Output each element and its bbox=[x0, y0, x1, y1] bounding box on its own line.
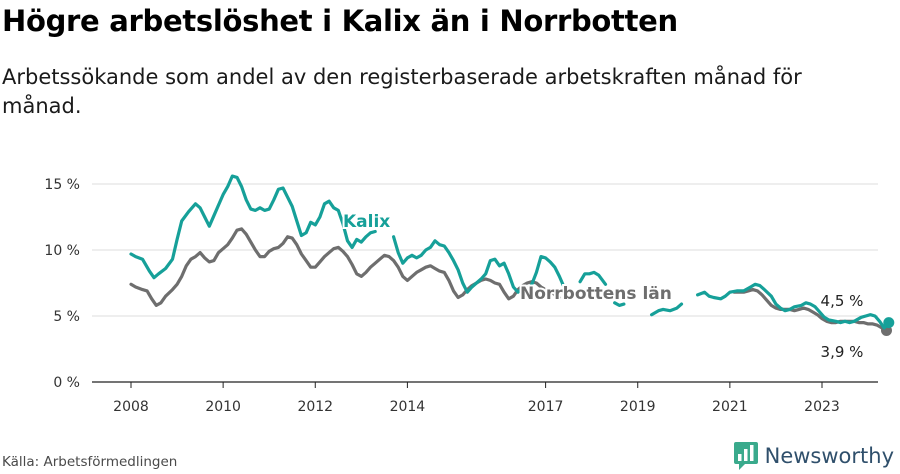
x-tick-label: 2008 bbox=[113, 399, 149, 415]
source-note: Källa: Arbetsförmedlingen bbox=[2, 454, 178, 470]
x-tick-label: 2019 bbox=[620, 399, 656, 415]
x-tick-label: 2017 bbox=[528, 399, 564, 415]
y-tick-label: 5 % bbox=[53, 309, 80, 325]
series-label-kalix: Kalix bbox=[343, 212, 390, 232]
y-tick-label: 10 % bbox=[44, 243, 80, 259]
series-line-norrbotten bbox=[129, 227, 889, 333]
newsworthy-logo-icon bbox=[733, 442, 758, 470]
grid-layer bbox=[92, 183, 878, 317]
x-tick-label: 2014 bbox=[390, 399, 426, 415]
label-layer: Kalix Norrbottens län 4,5 % 3,9 % bbox=[341, 210, 864, 361]
x-tick-label: 2021 bbox=[712, 399, 748, 415]
x-tick-label: 2012 bbox=[297, 399, 333, 415]
end-point-kalix bbox=[883, 317, 895, 329]
series-line-kalix bbox=[129, 174, 891, 330]
end-value-label-norrbotten: 3,9 % bbox=[821, 343, 864, 361]
brand-logo[interactable]: Newsworthy bbox=[733, 440, 894, 472]
chart-subtitle: Arbetssökande som andel av den registerb… bbox=[2, 65, 802, 118]
series-layer bbox=[129, 174, 895, 337]
x-tick-label: 2023 bbox=[804, 399, 840, 415]
end-value-label-kalix: 4,5 % bbox=[821, 292, 864, 310]
brand-name: Newsworthy bbox=[764, 444, 894, 468]
axis-layer: 0 % 5 % 10 % 15 % 2008 2010 2012 2014 2017 2019 20… bbox=[44, 177, 878, 415]
x-tick-label: 2010 bbox=[205, 399, 241, 415]
series-label-norrbotten: Norrbottens län bbox=[520, 284, 672, 304]
chart-title: Högre arbetslöshet i Kalix än i Norrbott… bbox=[2, 4, 678, 38]
y-tick-label: 0 % bbox=[53, 375, 80, 391]
y-tick-label: 15 % bbox=[44, 177, 80, 193]
